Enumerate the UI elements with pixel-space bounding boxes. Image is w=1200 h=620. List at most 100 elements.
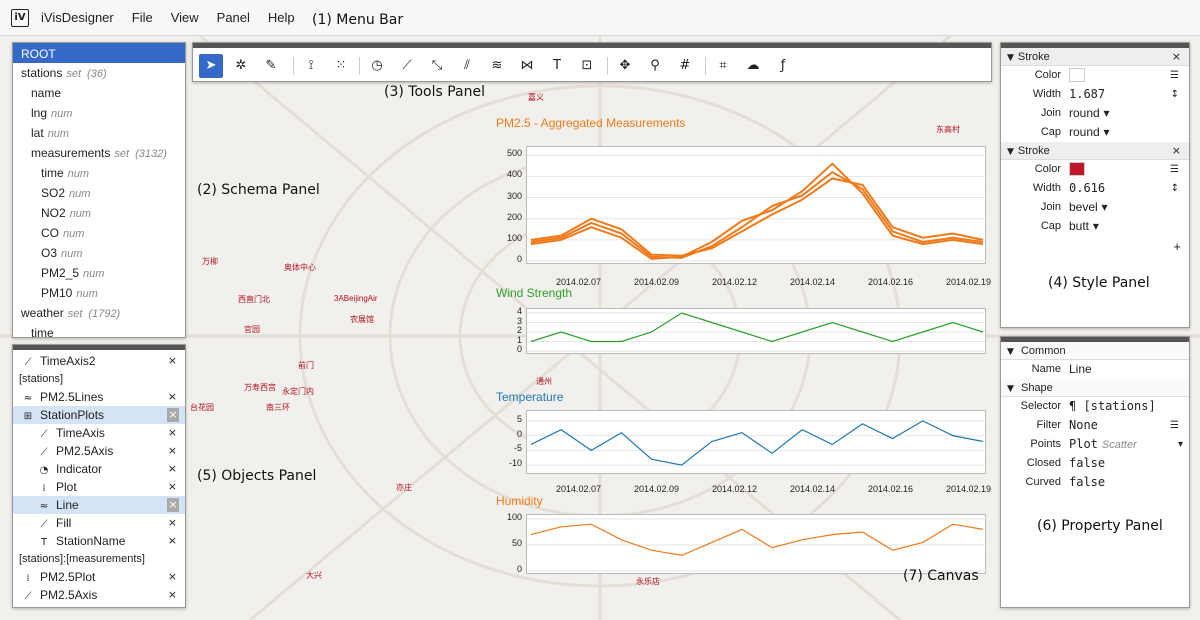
object-item[interactable]: ◔ Indicator ×	[13, 460, 185, 478]
schema-field[interactable]: CO num	[13, 223, 185, 243]
close-icon[interactable]: ×	[167, 480, 177, 493]
cap-dropdown[interactable]: round ▾	[1069, 123, 1110, 142]
caret-down-icon[interactable]: ▾	[1177, 439, 1183, 450]
panel-header-bar[interactable]	[13, 345, 185, 350]
line-tool[interactable]: ⟋	[395, 54, 419, 78]
panel-header-bar[interactable]	[1001, 43, 1189, 48]
object-item[interactable]: ⊞ StationPlots ×	[13, 406, 185, 424]
list-icon[interactable]: ☰	[1170, 70, 1179, 81]
pan-tool[interactable]: ✥	[613, 54, 637, 78]
gauge-tool[interactable]: ◷	[365, 54, 389, 78]
map-tool[interactable]: ☁	[741, 54, 765, 78]
grid-tool[interactable]: #	[673, 54, 697, 78]
close-icon[interactable]: ×	[167, 444, 177, 457]
shape-section-header[interactable]: ▼ Shape	[1001, 379, 1189, 397]
object-item[interactable]: ⁞ Plot ×	[13, 478, 185, 496]
component-tool[interactable]: ⊡	[575, 54, 599, 78]
stroke-section-header[interactable]: ▼ Stroke ×	[1001, 142, 1189, 160]
area-tool[interactable]: ⋈	[515, 54, 539, 78]
scatter-tool[interactable]: ⁙	[329, 54, 353, 78]
curve-tool[interactable]: ≋	[485, 54, 509, 78]
schema-field[interactable]: weather set (1792)	[13, 303, 185, 323]
close-icon[interactable]: ×	[1171, 144, 1181, 157]
object-item[interactable]: ⟋ Fill ×	[13, 514, 185, 532]
join-dropdown[interactable]: bevel ▾	[1069, 198, 1108, 217]
schema-field[interactable]: time	[13, 323, 185, 337]
close-icon[interactable]: ×	[167, 462, 177, 475]
menu-file[interactable]: File	[131, 10, 153, 25]
cap-dropdown[interactable]: butt ▾	[1069, 217, 1099, 236]
color-swatch[interactable]	[1069, 68, 1085, 82]
menu-help[interactable]: Help	[267, 10, 295, 25]
object-item[interactable]: ⟋ PM2.5Axis ×	[13, 586, 185, 604]
object-item[interactable]: ≈ Line ×	[13, 496, 185, 514]
zoom-tool[interactable]: ⚲	[643, 54, 667, 78]
schema-root[interactable]: ROOT	[13, 43, 185, 63]
list-icon[interactable]: ☰	[1170, 164, 1179, 175]
bar-tool[interactable]: ⫽	[455, 54, 479, 78]
color-swatch[interactable]	[1069, 162, 1085, 176]
close-icon[interactable]: ×	[167, 588, 177, 601]
property-value[interactable]: Plot Scatter	[1069, 435, 1137, 455]
join-dropdown[interactable]: round ▾	[1069, 104, 1110, 123]
text-tool[interactable]: T	[545, 54, 569, 78]
chart-plot-area[interactable]	[526, 410, 987, 474]
panel-header-bar[interactable]	[1001, 337, 1189, 342]
schema-field[interactable]: measurements set (3132)	[13, 143, 185, 163]
stepper-icon[interactable]: ↕	[1170, 89, 1179, 100]
select-tool[interactable]: ➤	[199, 54, 223, 78]
axis-tool[interactable]: ⟟	[299, 54, 323, 78]
menu-panel[interactable]: Panel	[216, 10, 250, 25]
close-icon[interactable]: ×	[167, 516, 177, 529]
common-section-header[interactable]: ▼ Common	[1001, 342, 1189, 360]
close-icon[interactable]: ×	[167, 408, 179, 422]
stroke-section-header[interactable]: ▼ Stroke ×	[1001, 48, 1189, 66]
close-icon[interactable]: ×	[167, 426, 177, 439]
layout-tool[interactable]: ⌗	[711, 54, 735, 78]
width-input[interactable]: 0.616	[1069, 181, 1106, 195]
brush-tool[interactable]: ✎	[259, 54, 283, 78]
property-value[interactable]: None	[1069, 416, 1098, 435]
close-icon[interactable]: ×	[1171, 50, 1181, 63]
schema-field[interactable]: lng num	[13, 103, 185, 123]
property-value[interactable]: false	[1069, 454, 1105, 473]
width-input[interactable]: 1.687	[1069, 87, 1106, 101]
object-item[interactable]: T StationName ×	[13, 532, 185, 550]
move-element-tool[interactable]: ✲	[229, 54, 253, 78]
add-style-button[interactable]: +	[1173, 239, 1181, 254]
chart-plot-area[interactable]	[526, 308, 987, 354]
schema-field[interactable]: lat num	[13, 123, 185, 143]
schema-field[interactable]: PM10 num	[13, 283, 185, 303]
schema-panel: ROOT stations set (36) name lng num lat num meas…	[12, 42, 186, 338]
chart-plot-area[interactable]	[526, 514, 987, 574]
schema-field[interactable]: stations set (36)	[13, 63, 185, 83]
schema-field[interactable]: name	[13, 83, 185, 103]
close-icon[interactable]: ×	[167, 570, 177, 583]
expression-tool[interactable]: ƒ	[771, 54, 795, 78]
close-icon[interactable]: ×	[167, 498, 179, 512]
close-icon[interactable]: ×	[167, 354, 177, 367]
property-value[interactable]: ¶ [stations]	[1069, 397, 1156, 416]
chart-plot-area[interactable]	[526, 146, 987, 264]
object-item[interactable]: ⁞ PM2.5Plot ×	[13, 568, 185, 586]
property-name-input[interactable]: Line	[1069, 362, 1092, 376]
object-item[interactable]: ≈ PM2.5Lines ×	[13, 388, 185, 406]
schema-field[interactable]: NO2 num	[13, 203, 185, 223]
object-item[interactable]: ⟋ TimeAxis ×	[13, 424, 185, 442]
canvas[interactable]: PM2.5 - Aggregated Measurements 0 100 200 30…	[186, 36, 1000, 620]
menu-view[interactable]: View	[170, 10, 199, 25]
stepper-icon[interactable]: ↕	[1170, 183, 1179, 194]
schema-field[interactable]: time num	[13, 163, 185, 183]
close-icon[interactable]: ×	[167, 534, 177, 547]
object-item[interactable]: ⟋ TimeAxis2 ×	[13, 352, 185, 370]
close-icon[interactable]: ×	[167, 390, 177, 403]
polyline-tool[interactable]: ⤡	[425, 54, 449, 78]
object-item[interactable]: ⟋ PM2.5Axis ×	[13, 442, 185, 460]
panel-header-bar[interactable]	[193, 43, 991, 48]
schema-field[interactable]: O3 num	[13, 243, 185, 263]
schema-field[interactable]: PM2_5 num	[13, 263, 185, 283]
brush-icon: ✎	[265, 58, 277, 73]
list-icon[interactable]: ☰	[1170, 420, 1179, 431]
property-value[interactable]: false	[1069, 473, 1105, 492]
schema-field[interactable]: SO2 num	[13, 183, 185, 203]
